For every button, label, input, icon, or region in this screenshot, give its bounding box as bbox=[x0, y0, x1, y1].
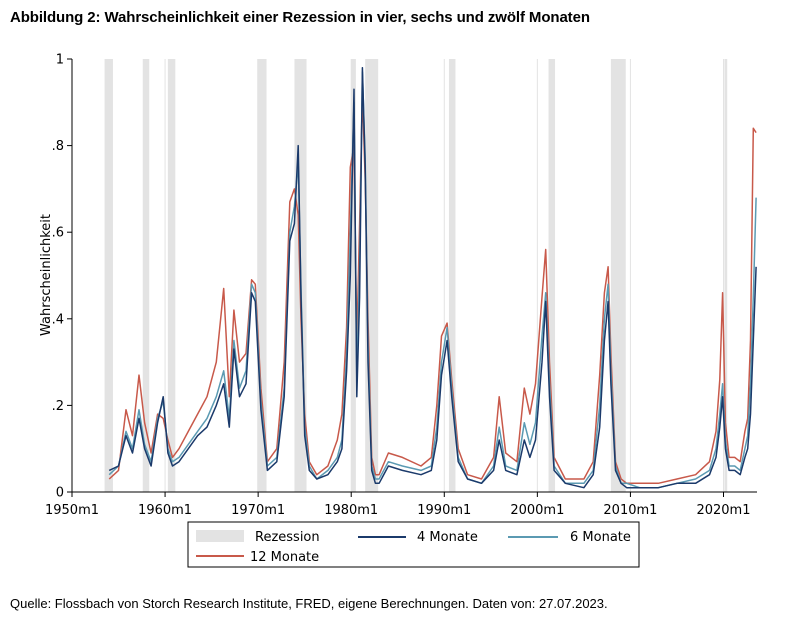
recession-band-3 bbox=[257, 59, 267, 492]
recession-probability-chart: 0 .2 .4 .6 .8 1 1950m1 1960m1 1970m1 1980m1 1990m1… bbox=[39, 53, 757, 568]
x-tick-label-0: 1950m1 bbox=[45, 503, 99, 518]
y-tick-label-4: .8 bbox=[52, 139, 64, 154]
x-tick-label-5: 2000m1 bbox=[510, 503, 564, 518]
vertical-gridlines bbox=[164, 59, 724, 492]
recession-bands bbox=[104, 59, 728, 492]
recession-band-2 bbox=[167, 59, 176, 492]
legend-label-rezession: Rezession bbox=[255, 530, 320, 545]
series-line-0 bbox=[108, 66, 757, 489]
x-tick-label-2: 1970m1 bbox=[231, 503, 285, 518]
recession-band-1 bbox=[142, 59, 150, 492]
recession-band-7 bbox=[448, 59, 456, 492]
legend: Rezession 4 Monate 6 Monate 12 Monate bbox=[187, 521, 640, 568]
y-tick-label-3: .6 bbox=[52, 226, 64, 241]
x-tick-label-6: 2010m1 bbox=[603, 503, 657, 518]
recession-band-9 bbox=[610, 59, 626, 492]
y-tick-label-0: 0 bbox=[56, 486, 64, 501]
x-tick-label-3: 1980m1 bbox=[324, 503, 378, 518]
y-tick-label-1: .2 bbox=[52, 399, 64, 414]
x-tick-label-4: 1990m1 bbox=[417, 503, 471, 518]
recession-band-5 bbox=[351, 59, 356, 492]
y-tick-label-5: 1 bbox=[56, 53, 64, 68]
recession-band-8 bbox=[548, 59, 556, 492]
source-note: Quelle: Flossbach von Storch Research In… bbox=[10, 596, 608, 611]
legend-label-6m: 6 Monate bbox=[570, 530, 631, 545]
series-line-1 bbox=[108, 71, 757, 489]
x-tick-label-7: 2020m1 bbox=[696, 503, 750, 518]
y-axis-label: Wahrscheinlichkeit bbox=[39, 214, 54, 336]
recession-band-10 bbox=[724, 59, 728, 492]
series-lines bbox=[108, 66, 757, 489]
y-tick-label-2: .4 bbox=[52, 312, 64, 327]
series-line-2 bbox=[108, 92, 757, 485]
legend-swatch-rezession bbox=[196, 530, 244, 542]
x-tick-label-1: 1960m1 bbox=[138, 503, 192, 518]
axes: 0 .2 .4 .6 .8 1 1950m1 1960m1 1970m1 1980m1 1990m1… bbox=[45, 53, 757, 518]
legend-label-4m: 4 Monate bbox=[417, 530, 478, 545]
legend-box bbox=[187, 521, 640, 568]
chart-title: Abbildung 2: Wahrscheinlichkeit einer Re… bbox=[10, 9, 590, 26]
legend-label-12m: 12 Monate bbox=[250, 550, 319, 565]
recession-band-0 bbox=[104, 59, 113, 492]
